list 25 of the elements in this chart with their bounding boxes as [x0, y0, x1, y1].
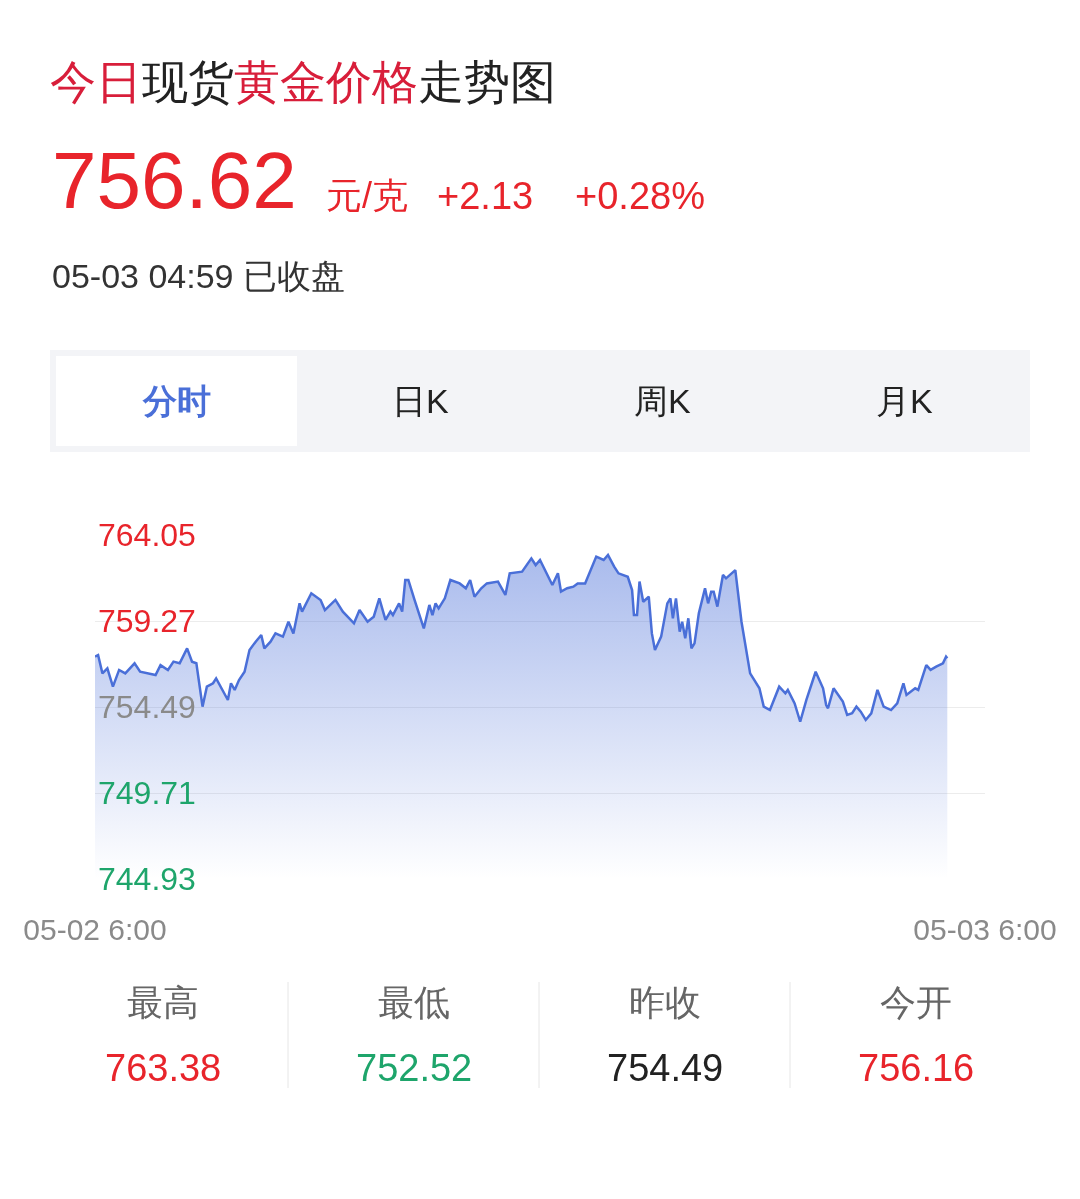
x-tick-label: 05-02 6:00 — [23, 913, 167, 946]
text: 日K — [392, 382, 449, 420]
text: 今开 — [880, 982, 952, 1023]
y-tick-label: 749.71 — [98, 775, 196, 812]
text: 元/克 — [326, 175, 409, 216]
chart-title: 今日现货黄金价格走势图 — [50, 56, 556, 109]
x-tick-label: 05-03 6:00 — [913, 913, 1057, 946]
y-tick-label: 754.49 — [98, 689, 196, 726]
text: 763.38 — [105, 1047, 222, 1089]
text: +0.28% — [575, 175, 705, 217]
text: 754.49 — [607, 1047, 724, 1089]
text: 最高 — [127, 982, 199, 1023]
text: 最低 — [378, 982, 450, 1023]
text: 昨收 — [629, 982, 701, 1023]
text: 752.52 — [356, 1047, 473, 1089]
y-tick-label: 759.27 — [98, 603, 196, 640]
text: 05-03 04:59 已收盘 — [52, 257, 345, 295]
text: 分时 — [142, 382, 211, 420]
text: +2.13 — [437, 175, 534, 217]
text: 756.16 — [858, 1047, 975, 1089]
text: 756.62 — [52, 136, 297, 225]
text: 月K — [876, 382, 933, 420]
y-tick-label: 764.05 — [98, 517, 196, 554]
y-tick-label: 744.93 — [98, 861, 196, 898]
text: 周K — [634, 382, 691, 420]
